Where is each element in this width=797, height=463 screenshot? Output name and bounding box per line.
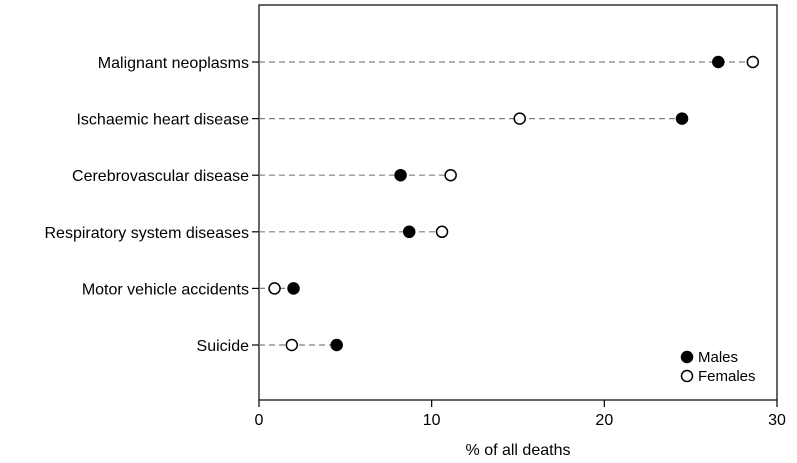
x-tick-label-0: 0 [255,412,264,429]
category-labels: Malignant neoplasms Ischaemic heart disea… [44,55,259,355]
point-females-motor-vehicle-accidents [268,282,281,295]
point-males-suicide [330,338,343,352]
plot-area-frame [258,4,778,401]
category-label-respiratory-system-diseases: Respiratory system diseases [44,225,249,242]
legend-label-females: Females [698,368,756,385]
point-males-cerebrovascular-disease [394,168,407,182]
legend-marker-males [680,350,694,364]
x-tick-label-20: 20 [595,412,613,429]
legend: Males Females [680,349,756,385]
legend-marker-females [680,369,694,383]
category-label-ischaemic-heart-disease: Ischaemic heart disease [76,112,249,129]
point-males-ischaemic-heart-disease [675,112,689,125]
legend-label-males: Males [698,349,738,366]
category-label-motor-vehicle-accidents: Motor vehicle accidents [82,281,249,298]
point-females-ischaemic-heart-disease [513,112,526,125]
x-axis-ticks: 0 10 20 30 [255,400,786,429]
category-label-suicide: Suicide [197,338,250,355]
point-females-malignant-neoplasms [746,55,760,69]
x-axis-title: % of all deaths [466,442,571,459]
x-tick-label-10: 10 [423,412,441,429]
point-females-suicide [285,338,299,352]
point-females-cerebrovascular-disease [444,168,457,182]
point-males-motor-vehicle-accidents [287,282,300,295]
data-points [268,55,760,352]
category-label-malignant-neoplasms: Malignant neoplasms [98,55,249,72]
connector-lines [259,61,753,346]
point-males-respiratory-system-diseases [402,225,416,239]
category-label-cerebrovascular-disease: Cerebrovascular disease [72,168,249,185]
point-males-malignant-neoplasms [712,55,725,69]
point-females-respiratory-system-diseases [435,225,449,239]
x-tick-label-30: 30 [768,412,786,429]
